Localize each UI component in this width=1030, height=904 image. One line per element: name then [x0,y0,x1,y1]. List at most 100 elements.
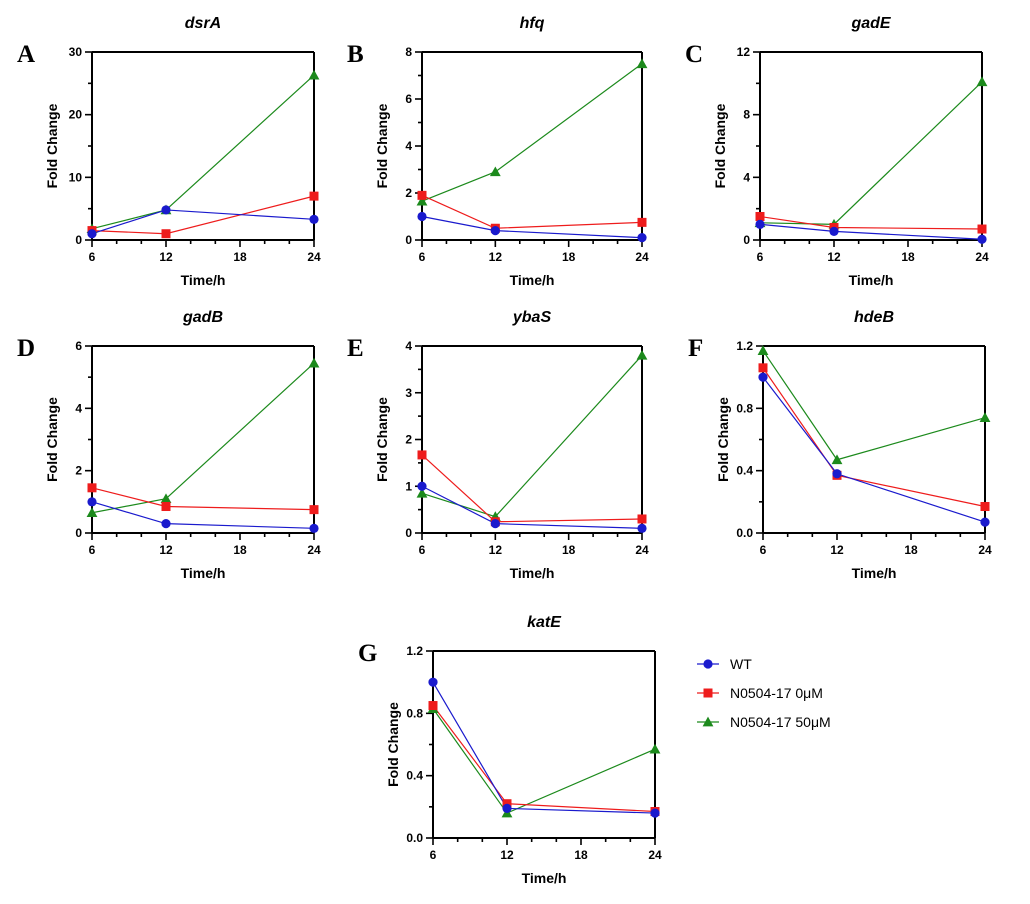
y-tick-label: 0.0 [736,526,753,540]
x-tick-label: 12 [830,543,844,557]
data-point [161,205,171,215]
x-tick-label: 6 [89,250,96,264]
y-tick-label: 0 [405,233,412,247]
data-point [755,212,765,221]
x-tick-label: 24 [307,250,321,264]
y-tick-label: 6 [75,339,82,353]
data-point [417,211,427,222]
y-tick-label: 4 [405,339,412,353]
x-tick-label: 24 [978,543,992,557]
y-axis-label: Fold Change [44,397,60,482]
data-point [831,454,843,465]
data-point [309,191,319,201]
x-tick-label: 18 [562,250,576,264]
data-point [636,349,648,360]
series-line [91,362,315,514]
data-point [976,76,988,87]
data-point [308,69,320,80]
x-tick-label: 24 [975,250,989,264]
y-tick-label: 0 [743,233,750,247]
panel-letter: G [358,640,377,667]
data-point [637,514,647,524]
data-point [758,372,768,382]
series-line [759,81,983,225]
data-point [428,677,438,687]
y-axis-label: Fold Change [374,397,390,482]
legend-item: WT [697,656,752,672]
y-axis-label: Fold Change [385,702,401,787]
data-point [308,357,320,368]
data-point [977,234,987,244]
y-tick-label: 4 [75,401,82,415]
series-line [91,74,315,230]
panel-title: hdeB [854,309,894,326]
y-axis-label: Fold Change [374,103,390,188]
data-point [637,233,647,243]
x-tick-label: 18 [233,543,247,557]
y-tick-label: 2 [405,186,412,200]
x-tick-label: 12 [159,250,173,264]
panel-title: gadE [850,15,891,32]
x-tick-label: 24 [635,250,649,264]
y-axis-label: Fold Change [715,397,731,482]
y-tick-label: 20 [69,108,83,122]
y-tick-label: 0 [405,526,412,540]
data-point [86,507,98,518]
y-tick-label: 1.2 [406,644,423,658]
series-line [421,63,643,202]
legend-item: N0504-17 0μM [697,685,823,701]
y-tick-label: 10 [69,170,83,184]
y-tick-label: 1.2 [736,339,753,353]
x-tick-label: 6 [419,543,426,557]
y-tick-label: 8 [743,108,750,122]
panel-letter: D [17,335,35,362]
data-point [489,166,501,177]
legend-item: N0504-17 50μM [697,714,831,730]
x-axis-label: Time/h [849,272,894,288]
data-point [502,799,512,809]
data-point [650,808,660,818]
data-point [428,701,438,711]
x-axis-label: Time/h [522,870,567,886]
data-point [755,219,765,229]
x-axis-label: Time/h [510,272,555,288]
data-point [829,226,839,236]
panel-letter: F [688,335,703,362]
y-tick-label: 0.4 [736,464,753,478]
x-tick-label: 18 [574,848,588,862]
panel-letter: A [17,41,35,68]
y-tick-label: 6 [405,92,412,106]
x-tick-label: 12 [489,543,503,557]
data-point [980,502,990,512]
x-axis-label: Time/h [510,565,555,581]
data-point [309,214,319,224]
legend-label: N0504-17 0μM [730,685,823,701]
x-tick-label: 24 [635,543,649,557]
data-point [417,190,427,200]
series-line [759,223,983,240]
data-point [161,229,171,239]
data-point [758,363,768,373]
panel-letter: C [685,41,703,68]
panel-title: dsrA [185,15,221,32]
y-tick-label: 4 [743,170,750,184]
data-point [977,224,987,234]
y-tick-label: 0 [75,233,82,247]
y-tick-label: 2 [75,464,82,478]
data-point [161,519,171,529]
x-tick-label: 24 [307,543,321,557]
y-tick-label: 30 [69,45,83,59]
data-point [87,229,97,239]
data-point [502,803,512,813]
legend-label: WT [730,656,752,672]
data-point [161,502,171,512]
series-line [91,501,315,529]
panel-title: gadB [182,309,223,326]
data-point [309,523,319,533]
x-tick-label: 18 [562,543,576,557]
legend: WT N0504-17 0μM N0504-17 50μM [697,656,831,730]
